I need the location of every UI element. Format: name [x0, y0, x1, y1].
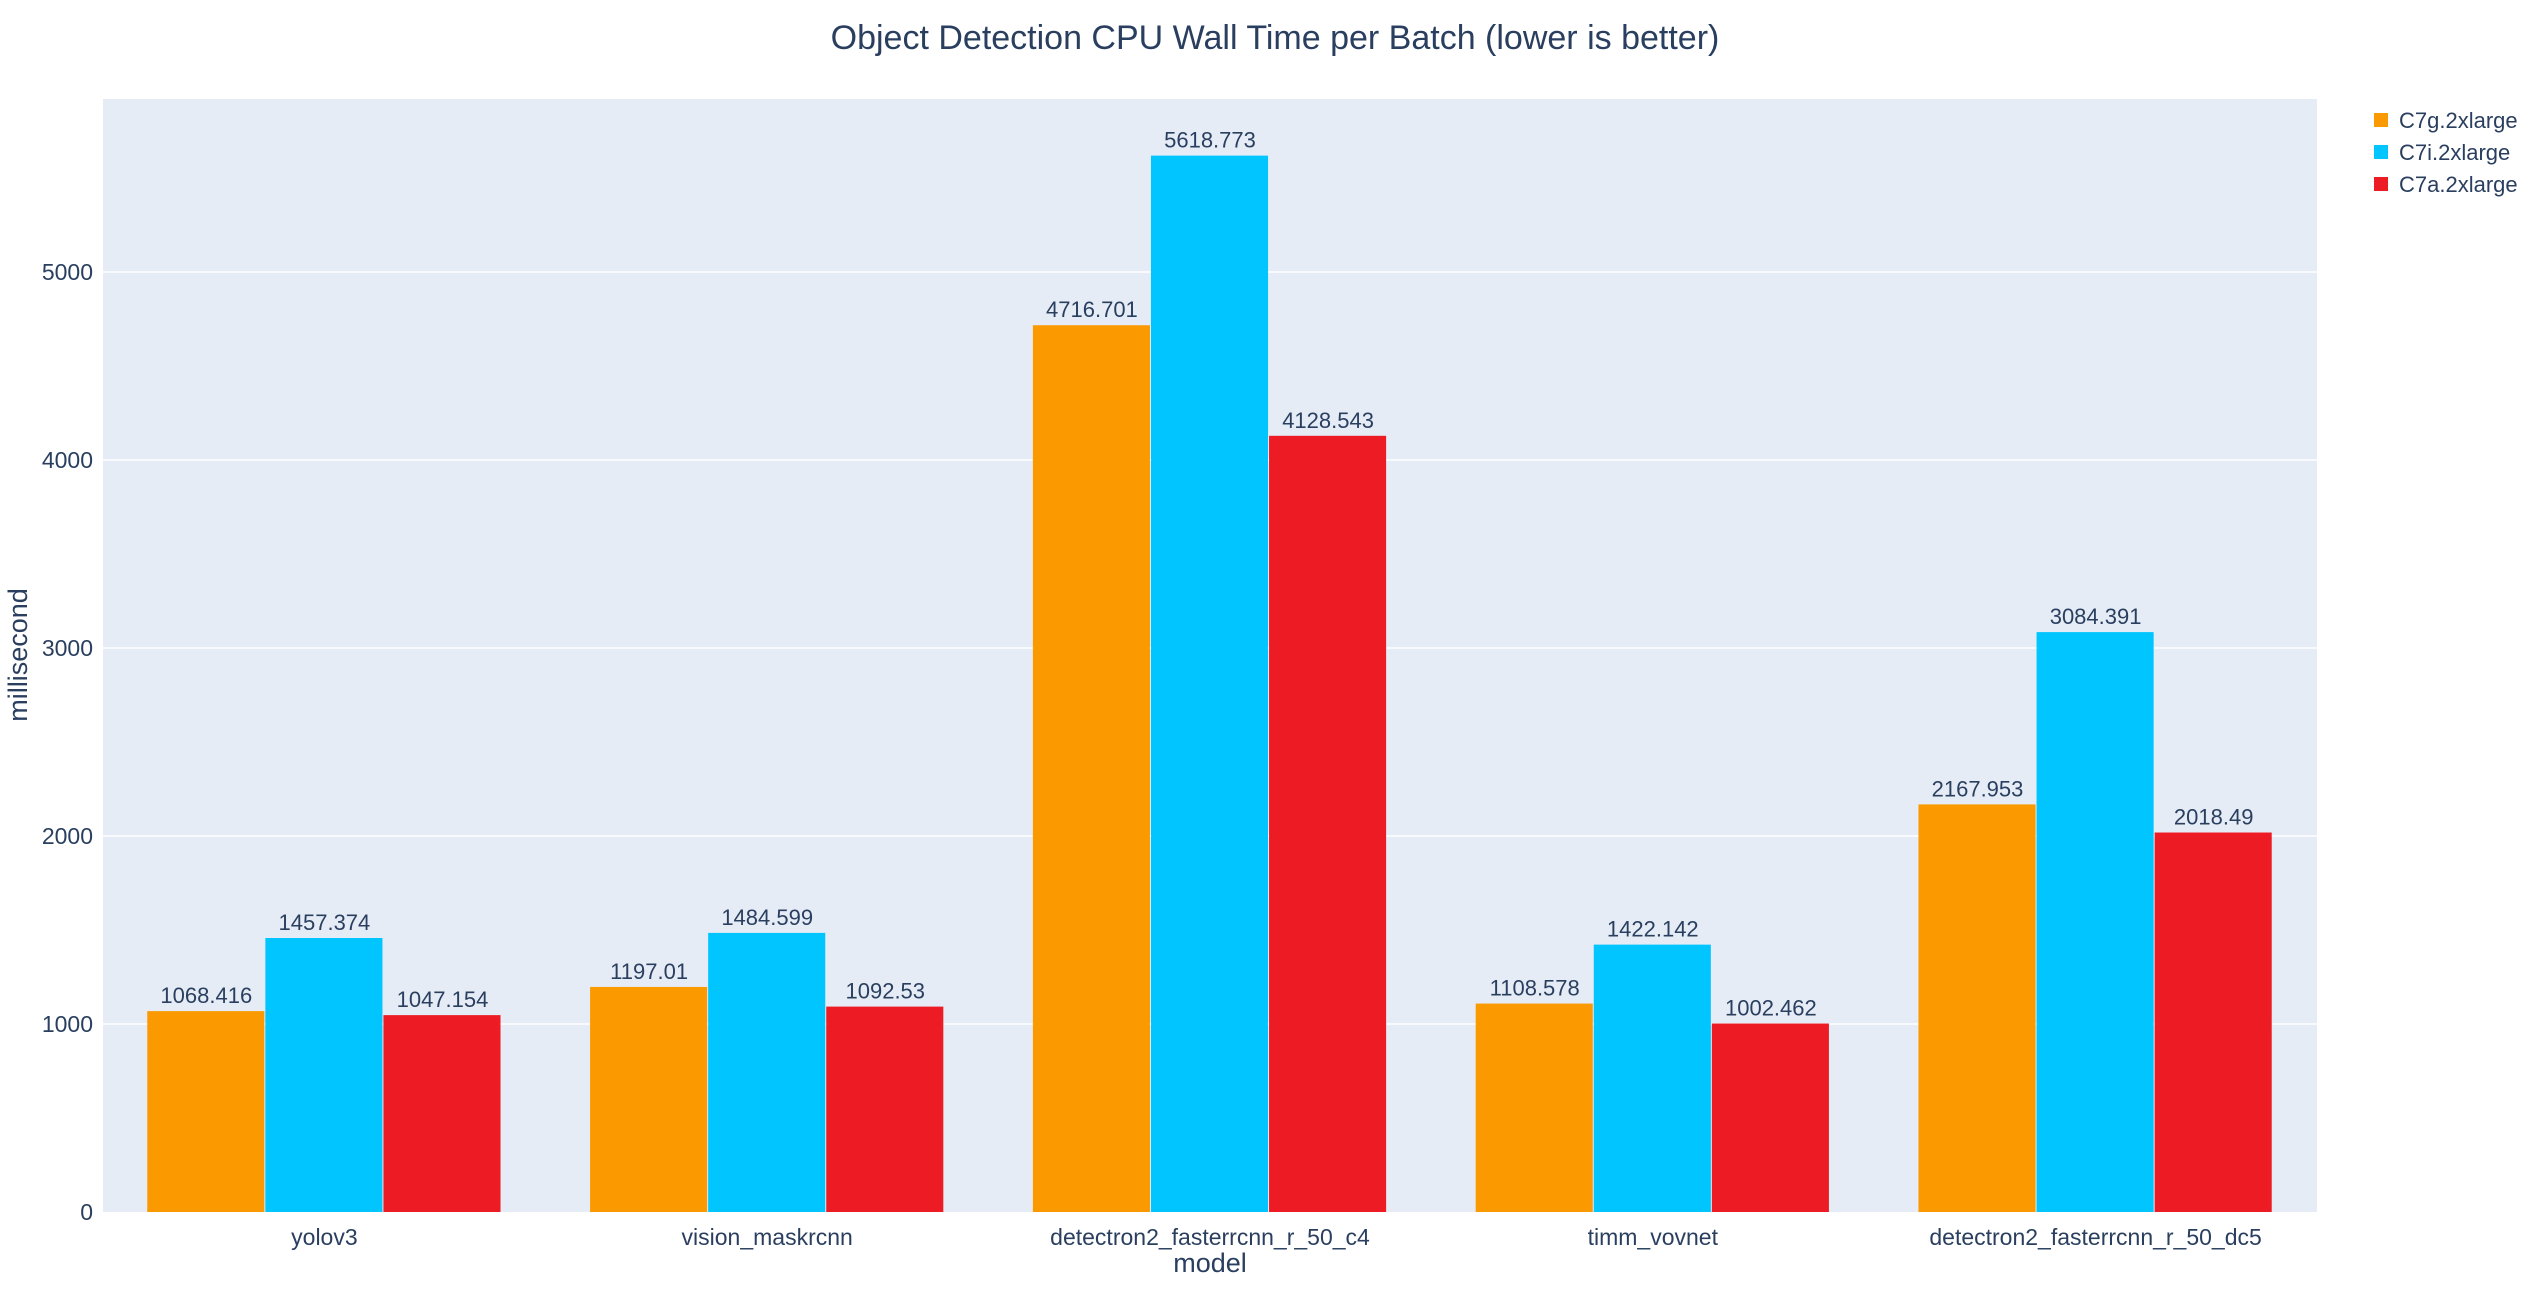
bar-value-label: 1092.53	[846, 979, 926, 1004]
bar	[708, 932, 826, 1212]
legend-item-label[interactable]: C7g.2xlarge	[2399, 108, 2518, 133]
y-tick-label: 1000	[42, 1011, 93, 1037]
x-tick-label: detectron2_fasterrcnn_r_50_c4	[1050, 1224, 1370, 1250]
y-tick-label: 3000	[42, 635, 93, 661]
bar-value-label: 2167.953	[1932, 776, 2024, 801]
bar-value-label: 1108.578	[1490, 976, 1580, 1001]
y-tick-label: 0	[80, 1199, 93, 1225]
bar-value-label: 1484.599	[721, 905, 813, 930]
bar-value-label: 1197.01	[610, 959, 688, 984]
legend-item-label[interactable]: C7a.2xlarge	[2399, 172, 2518, 197]
y-axis-ticks: 0 1000 2000 3000 4000 5000	[42, 259, 93, 1225]
bar-value-label: 1068.416	[160, 983, 252, 1008]
bar	[1150, 155, 1269, 1213]
x-axis-title: model	[1173, 1248, 1247, 1278]
bar	[383, 1015, 501, 1212]
bar	[1918, 804, 2036, 1212]
bar-value-label: 2018.49	[2174, 805, 2254, 830]
bars	[147, 155, 2272, 1213]
bar-value-label: 1457.374	[279, 910, 371, 935]
y-tick-label: 5000	[42, 259, 93, 285]
legend: C7g.2xlarge C7i.2xlarge C7a.2xlarge	[2374, 108, 2518, 197]
x-axis-ticks: yolov3 vision_maskrcnn detectron2_fasterrc…	[291, 1224, 2262, 1250]
bar	[1269, 435, 1387, 1212]
bar-labels: 1068.416 1457.374 1047.154 1197.01 1484.599 1…	[160, 128, 2253, 1021]
bar	[2154, 832, 2272, 1212]
x-tick-label: yolov3	[291, 1224, 357, 1250]
bar-value-label: 5618.773	[1164, 128, 1256, 153]
legend-swatch	[2374, 113, 2388, 127]
legend-swatch	[2374, 177, 2388, 191]
bar-value-label: 1047.154	[397, 987, 489, 1012]
bar	[265, 938, 383, 1212]
legend-item-label[interactable]: C7i.2xlarge	[2399, 140, 2510, 165]
legend-swatch	[2374, 145, 2388, 159]
bar	[2036, 632, 2154, 1212]
y-tick-label: 2000	[42, 823, 93, 849]
y-axis-title: millisecond	[3, 588, 33, 722]
y-tick-label: 4000	[42, 447, 93, 473]
x-tick-label: timm_vovnet	[1588, 1224, 1719, 1250]
chart-title: Object Detection CPU Wall Time per Batch…	[831, 19, 1720, 57]
bar-value-label: 4128.543	[1282, 408, 1374, 433]
bar	[590, 986, 708, 1212]
bar-value-label: 4716.701	[1046, 297, 1138, 322]
bar	[1593, 944, 1711, 1212]
x-tick-label: vision_maskrcnn	[682, 1224, 853, 1250]
bar	[147, 1011, 265, 1212]
bar	[1711, 1023, 1829, 1212]
bar-value-label: 1422.142	[1607, 917, 1699, 942]
bar	[826, 1006, 944, 1212]
bar	[1032, 325, 1150, 1212]
x-tick-label: detectron2_fasterrcnn_r_50_dc5	[1929, 1224, 2261, 1250]
bar-value-label: 1002.462	[1725, 996, 1817, 1021]
bar-value-label: 3084.391	[2050, 604, 2142, 629]
bar	[1475, 1003, 1593, 1212]
